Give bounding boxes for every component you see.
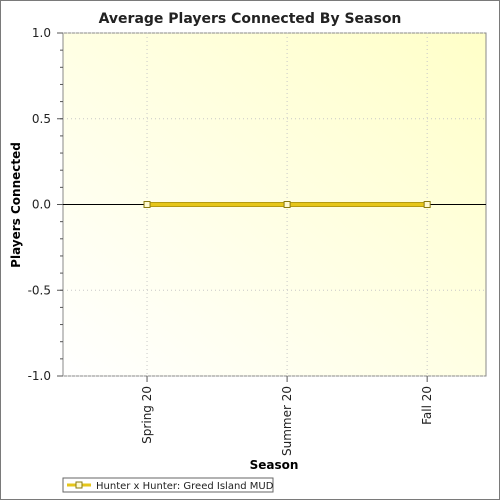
chart-title: Average Players Connected By Season (99, 11, 402, 27)
x-tick-label: Spring 20 (140, 386, 154, 444)
data-point (423, 201, 431, 208)
series-layer (143, 201, 431, 208)
x-tick-label: Summer 20 (280, 386, 294, 456)
y-tick-label: 0.5 (32, 112, 51, 126)
y-axis-label: Players Connected (9, 142, 23, 268)
data-point (283, 201, 291, 208)
data-point (143, 201, 151, 208)
x-axis: Spring 20 Summer 20 Fall 20 (140, 376, 434, 456)
legend: Hunter x Hunter: Greed Island MUD (62, 477, 274, 493)
x-tick-label: Fall 20 (420, 386, 434, 425)
legend-label: Hunter x Hunter: Greed Island MUD (96, 481, 274, 492)
y-tick-label: -0.5 (28, 283, 51, 297)
legend-box (62, 477, 274, 493)
y-tick-label: 0.0 (32, 198, 51, 212)
legend-marker (75, 481, 83, 489)
y-tick-label: -1.0 (28, 369, 51, 383)
y-tick-label: 1.0 (32, 26, 51, 40)
y-axis: 1.0 0.5 0.0 -0.5 -1.0 (28, 26, 63, 383)
x-axis-label: Season (250, 458, 299, 472)
